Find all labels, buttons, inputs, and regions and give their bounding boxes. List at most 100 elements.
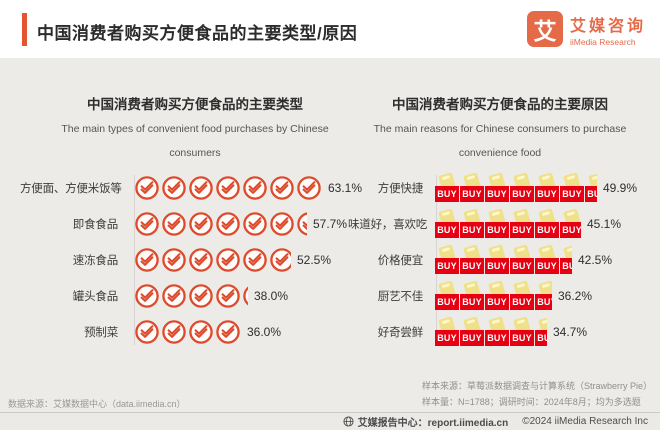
title-accent-bar bbox=[22, 13, 27, 46]
buy-tag-icon: BUY bbox=[535, 209, 559, 239]
buy-tag-icon: BUY bbox=[535, 281, 552, 311]
value-label: 36.0% bbox=[247, 325, 282, 340]
buy-tag-icon: BUY bbox=[435, 209, 459, 239]
check-circle-icon bbox=[269, 209, 295, 239]
buy-tag-icon: BUY bbox=[460, 173, 484, 203]
buy-label: BUY bbox=[460, 330, 484, 347]
category-label: 方便快捷 bbox=[377, 183, 423, 196]
check-circle-icon bbox=[188, 281, 214, 311]
imedia-logo-text: 艾媒咨询 iiMedia Research bbox=[570, 12, 646, 47]
imedia-logo: 艾 艾媒咨询 iiMedia Research bbox=[526, 11, 646, 47]
chart-row: 好奇尝鲜BUYBUYBUYBUYBUY34.7% bbox=[348, 314, 652, 350]
buy-tag-icon: BUY bbox=[460, 209, 484, 239]
buy-tag-icon: BUY bbox=[485, 209, 509, 239]
check-circle-icon bbox=[161, 173, 187, 203]
pictograph-icons: BUYBUYBUYBUYBUYBUYBUY bbox=[435, 173, 598, 203]
check-circle-icon bbox=[188, 209, 214, 239]
buy-label: BUY bbox=[485, 330, 509, 347]
buy-tag-icon: BUY bbox=[560, 173, 584, 203]
buy-tag-icon: BUY bbox=[535, 245, 559, 275]
buy-label: BUY bbox=[435, 186, 459, 203]
buy-tag-icon: BUY bbox=[435, 317, 459, 347]
imedia-logo-icon: 艾 bbox=[526, 11, 563, 47]
value-label: 42.5% bbox=[578, 253, 613, 268]
buy-label: BUY bbox=[510, 186, 534, 203]
buy-label: BUY bbox=[485, 258, 509, 275]
buy-label: BUY bbox=[560, 186, 584, 203]
buy-tag-icon: BUY bbox=[435, 173, 459, 203]
buy-tag-icon: BUY bbox=[585, 173, 597, 203]
check-circle-icon bbox=[188, 245, 214, 275]
check-circle-icon bbox=[215, 317, 241, 347]
buy-label: BUY bbox=[460, 258, 484, 275]
buy-label: BUY bbox=[560, 222, 581, 239]
chart-row: 方便快捷 BUYBUYBUYBUYBUYBUYBUY 49.9% bbox=[348, 170, 652, 206]
value-label: 49.9% bbox=[603, 181, 638, 196]
charts-area: 中国消费者购买方便食品的主要类型 The main types of conve… bbox=[0, 93, 660, 393]
buy-tag-icon: BUY bbox=[435, 281, 459, 311]
buy-tag-icon: BUY bbox=[535, 317, 547, 347]
pictograph-icons bbox=[134, 281, 249, 311]
buy-label: BUY bbox=[435, 222, 459, 239]
category-label: 好奇尝鲜 bbox=[377, 327, 423, 340]
check-circle-icon bbox=[242, 245, 268, 275]
value-label: 57.7% bbox=[313, 217, 348, 232]
chart-title: 中国消费者购买方便食品的主要原因 bbox=[392, 97, 608, 112]
footer-bar: 艾媒报告中心：report.iimedia.cn ©2024 iiMedia R… bbox=[0, 412, 660, 430]
category-label: 方便面、方便米饭等 bbox=[20, 183, 122, 196]
data-source-note: 数据来源：艾媒数据中心（data.iimedia.cn） bbox=[8, 399, 186, 409]
check-circle-icon bbox=[215, 209, 241, 239]
category-label: 预制菜 bbox=[84, 327, 118, 340]
chart-row: 预制菜 36.0% bbox=[20, 314, 370, 350]
buy-label: BUY bbox=[485, 186, 509, 203]
sample-source-note: 样本来源：草莓派数据调查与计算系统（Strawberry Pie） bbox=[421, 381, 652, 392]
buy-label: BUY bbox=[485, 222, 509, 239]
pictograph-icons bbox=[134, 209, 308, 239]
buy-label: BUY bbox=[535, 330, 547, 347]
chart-row: 味道好，喜欢吃 BUY BUY BUY BUY BUY BUY 45.1% bbox=[348, 206, 652, 242]
check-circle-icon bbox=[161, 245, 187, 275]
buy-label: BUY bbox=[535, 258, 559, 275]
buy-tag-icon: BUY bbox=[510, 281, 534, 311]
chart-row: 罐头食品 38.0% bbox=[20, 278, 370, 314]
check-circle-icon bbox=[161, 317, 187, 347]
check-circle-icon bbox=[188, 317, 214, 347]
check-circle-icon bbox=[134, 281, 160, 311]
footer-brand: 艾媒报告中心：report.iimedia.cn bbox=[343, 414, 508, 429]
buy-tag-icon: BUY bbox=[510, 173, 534, 203]
value-label: 63.1% bbox=[328, 181, 363, 196]
category-label: 罐头食品 bbox=[72, 291, 118, 304]
buy-label: BUY bbox=[460, 294, 484, 311]
pictograph-icons bbox=[134, 173, 323, 203]
globe-icon bbox=[343, 416, 354, 427]
logo-name-en: iiMedia Research bbox=[569, 36, 636, 47]
logo-name-cn: 艾媒咨询 bbox=[569, 17, 646, 35]
check-circle-icon bbox=[188, 173, 214, 203]
buy-label: BUY bbox=[435, 294, 459, 311]
buy-label: BUY bbox=[435, 258, 459, 275]
sample-notes: 样本来源：草莓派数据调查与计算系统（Strawberry Pie） 样本量：N=… bbox=[422, 379, 652, 410]
check-circle-icon bbox=[269, 173, 295, 203]
buy-label: BUY bbox=[510, 294, 534, 311]
chart-row: 厨艺不佳BUYBUYBUYBUYBUY36.2% bbox=[348, 278, 652, 314]
buy-label: BUY bbox=[510, 258, 534, 275]
page-title: 中国消费者购买方便食品的主要类型/原因 bbox=[37, 24, 358, 43]
buy-tag-icon: BUY bbox=[560, 245, 572, 275]
value-label: 38.0% bbox=[254, 289, 289, 304]
buy-label: BUY bbox=[485, 294, 509, 311]
check-circle-icon bbox=[134, 317, 160, 347]
buy-tag-icon: BUY bbox=[485, 173, 509, 203]
buy-label: BUY bbox=[560, 258, 572, 275]
chart-row: 价格便宜BUYBUYBUYBUYBUYBUY42.5% bbox=[348, 242, 652, 278]
check-circle-icon bbox=[134, 209, 160, 239]
chart-row: 方便面、方便米饭等 63.1% bbox=[20, 170, 370, 206]
buy-label: BUY bbox=[585, 186, 597, 203]
chart-row: 速冻食品 52.5% bbox=[20, 242, 370, 278]
category-label: 价格便宜 bbox=[377, 255, 423, 268]
chart-title: 中国消费者购买方便食品的主要类型 bbox=[87, 97, 303, 112]
header: 中国消费者购买方便食品的主要类型/原因 艾 艾媒咨询 iiMedia Resea… bbox=[0, 0, 660, 58]
